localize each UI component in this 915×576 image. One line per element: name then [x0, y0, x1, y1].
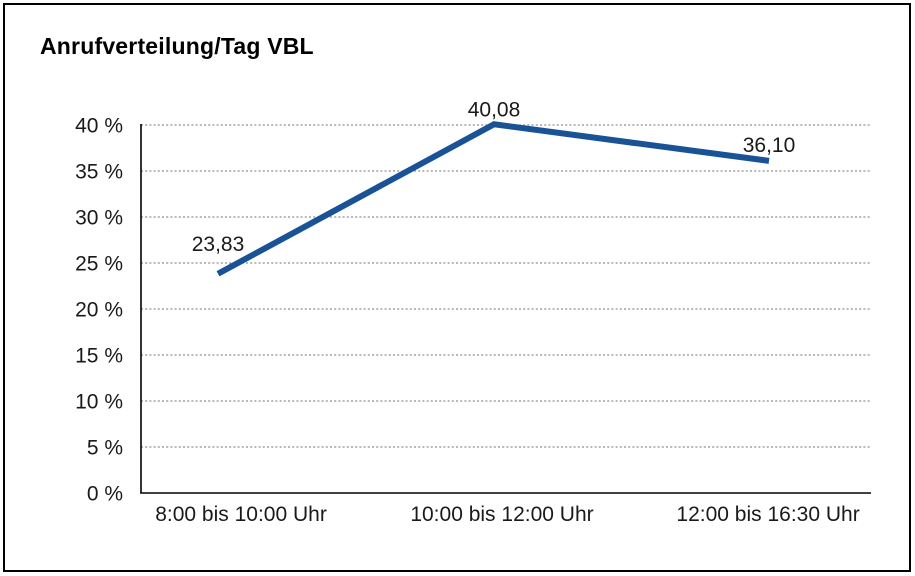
y-tick-label: 35 %: [75, 161, 123, 184]
y-tick-label: 40 %: [75, 115, 123, 138]
y-tick-label: 25 %: [75, 253, 123, 276]
x-tick-label: 12:00 bis 16:30 Uhr: [676, 503, 859, 526]
y-tick-label: 30 %: [75, 207, 123, 230]
y-tick-label: 15 %: [75, 345, 123, 368]
x-tick-label: 10:00 bis 12:00 Uhr: [410, 503, 593, 526]
data-line: [216, 121, 770, 277]
y-tick-label: 10 %: [75, 391, 123, 414]
y-tick-label: 0 %: [87, 483, 123, 506]
y-tick-label: 5 %: [87, 437, 123, 460]
x-tick-label: 8:00 bis 10:00 Uhr: [155, 503, 327, 526]
chart-title: Anrufverteilung/Tag VBL: [40, 33, 314, 59]
y-tick-label: 20 %: [75, 299, 123, 322]
data-label: 23,83: [192, 233, 245, 256]
data-label: 40,08: [468, 98, 521, 121]
chart-border-frame: [3, 3, 911, 572]
data-label: 36,10: [743, 134, 796, 157]
